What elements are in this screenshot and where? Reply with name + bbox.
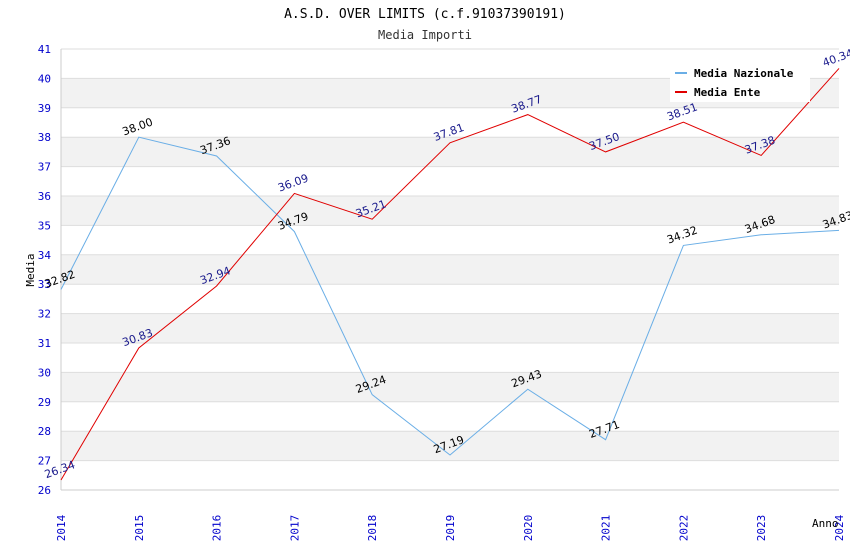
series-line-0 (60, 136, 840, 456)
chart-subtitle: Media Importi (378, 28, 472, 42)
grid-band (61, 137, 839, 167)
legend-label: Media Ente (694, 86, 761, 99)
y-tick-label: 30 (38, 366, 51, 379)
x-axis-title: Anno (812, 517, 839, 530)
y-tick-label: 32 (38, 308, 51, 321)
x-tick-label: 2023 (755, 515, 768, 542)
legend: Media Nazionale Media Ente (670, 60, 810, 102)
x-tick-label: 2016 (211, 515, 224, 542)
x-tick-label: 2019 (444, 515, 457, 542)
grid-band (61, 196, 839, 226)
y-tick-label: 29 (38, 396, 51, 409)
chart-title: A.S.D. OVER LIMITS (c.f.91037390191) (284, 7, 566, 22)
grid-band (61, 372, 839, 402)
x-tick-label: 2014 (55, 514, 68, 541)
y-tick-label: 35 (38, 219, 51, 232)
y-axis-title: Media (24, 253, 37, 286)
grid-band (61, 313, 839, 343)
y-tick-label: 26 (38, 484, 51, 497)
y-axis-ticks: 26 27 28 29 30 31 32 33 34 35 36 37 38 39 40 41 (38, 43, 52, 497)
series-lines (60, 68, 840, 481)
y-tick-label: 33 (38, 278, 51, 291)
x-tick-label: 2024 (833, 514, 846, 541)
y-tick-label: 41 (38, 43, 51, 56)
y-tick-label: 38 (38, 131, 51, 144)
grid-band (61, 431, 839, 461)
series-line-1 (60, 68, 840, 481)
x-tick-label: 2015 (133, 515, 146, 542)
y-tick-label: 36 (38, 190, 51, 203)
y-tick-label: 39 (38, 102, 51, 115)
grid-band (61, 254, 839, 285)
legend-label: Media Nazionale (694, 67, 794, 80)
x-tick-label: 2021 (600, 515, 613, 542)
x-tick-label: 2020 (522, 515, 535, 542)
x-tick-label: 2022 (677, 515, 690, 542)
x-axis-ticks: 2014 2015 2016 2017 2018 2019 2020 2021 2022 2023… (55, 514, 846, 541)
x-tick-label: 2018 (366, 515, 379, 542)
y-tick-label: 37 (38, 161, 51, 174)
y-tick-label: 34 (38, 249, 52, 262)
plot-area (60, 48, 839, 491)
y-tick-label: 27 (38, 455, 51, 468)
x-tick-label: 2017 (288, 515, 301, 542)
legend-box (670, 60, 810, 102)
y-tick-label: 31 (38, 337, 51, 350)
y-tick-label: 28 (38, 425, 51, 438)
y-tick-label: 40 (38, 72, 51, 85)
